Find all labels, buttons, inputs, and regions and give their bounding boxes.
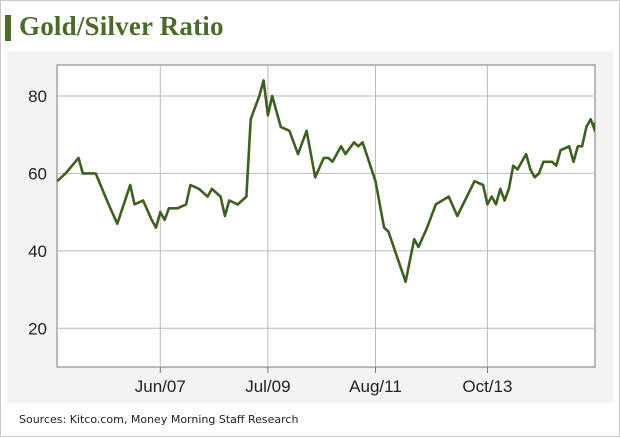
y-tick-label-20: 20: [28, 319, 47, 338]
x-tick-label-Jul/09: Jul/09: [245, 377, 290, 396]
source-note: Sources: Kitco.com, Money Morning Staff …: [19, 413, 298, 426]
x-tick-label-Aug/11: Aug/11: [349, 377, 402, 396]
y-tick-label-80: 80: [28, 87, 47, 106]
y-tick-label-40: 40: [28, 242, 47, 261]
x-tick-label-Jun/07: Jun/07: [135, 377, 186, 396]
source-text: Sources: Kitco.com, Money Morning Staff …: [19, 413, 298, 426]
grid-layer: [57, 65, 595, 367]
y-tick-label-60: 60: [28, 164, 47, 183]
plot-area: [57, 65, 595, 367]
x-tick-label-Oct/13: Oct/13: [462, 377, 512, 396]
